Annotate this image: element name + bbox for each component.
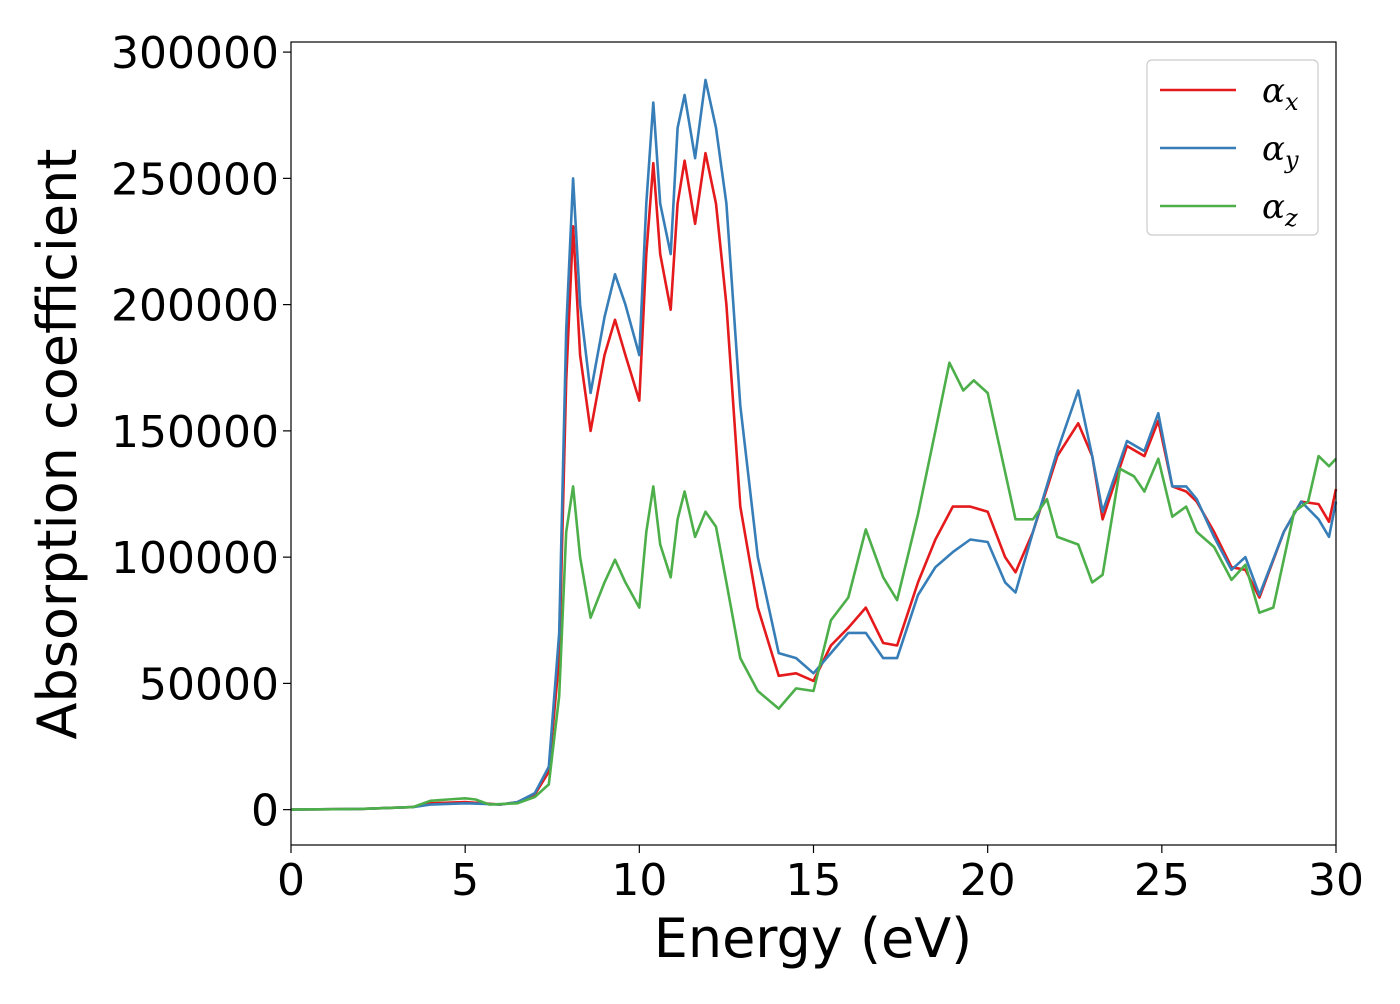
y-tick-label: 50000 [139, 659, 279, 710]
series-line-z [290, 361, 1337, 811]
x-tick-label: 15 [786, 855, 842, 906]
x-tick-label: 25 [1134, 855, 1190, 906]
series-line-y [290, 78, 1338, 811]
x-tick-label: 0 [277, 855, 305, 906]
y-tick-label: 200000 [111, 281, 279, 332]
y-tick-label: 250000 [111, 154, 279, 205]
y-tick-label: 300000 [111, 28, 279, 79]
y-tick-label: 100000 [111, 533, 279, 584]
y-tick-label: 150000 [111, 407, 279, 458]
x-tick-label: 5 [451, 855, 479, 906]
y-tick-label: 0 [251, 786, 279, 837]
series-layer [290, 78, 1338, 811]
x-tick-label: 10 [611, 855, 667, 906]
series-line-x [290, 151, 1338, 811]
x-axis-title: Energy (eV) [654, 907, 973, 970]
x-tick-label: 20 [960, 855, 1016, 906]
x-tick-label: 30 [1308, 855, 1364, 906]
ticks-layer: 0 5 10 15 20 25 30 0 50000 100000 150000 200000 2500… [111, 28, 1364, 906]
y-axis-title: Absorption coefficient [26, 149, 89, 740]
